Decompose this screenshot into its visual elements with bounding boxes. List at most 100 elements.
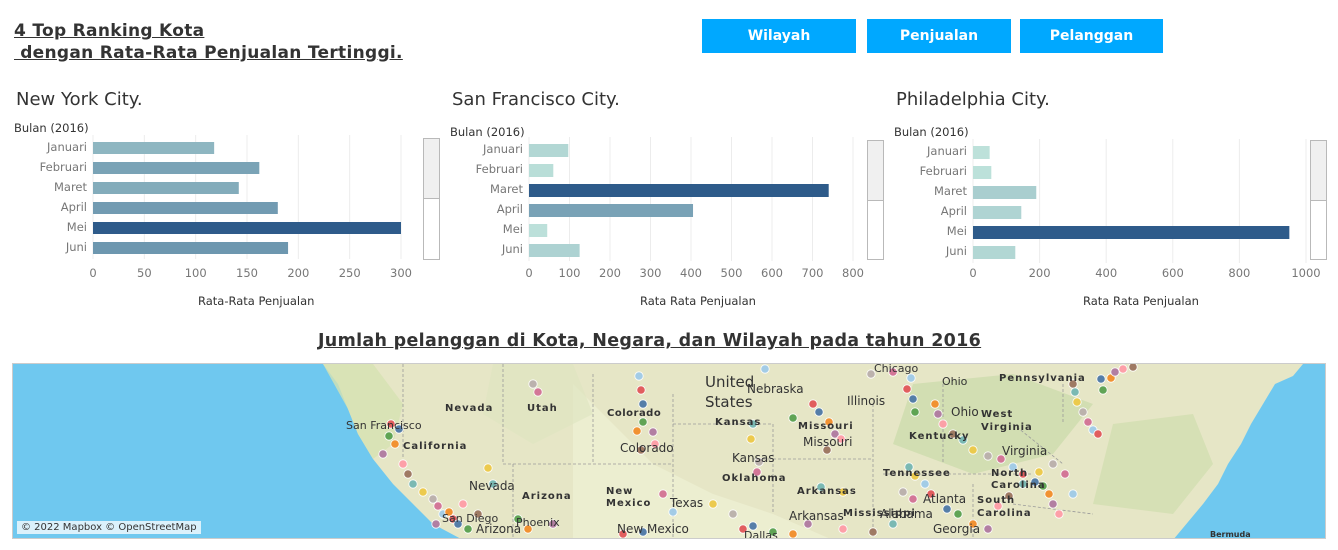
customer-marker: [983, 524, 993, 534]
map-label-california: California: [403, 441, 468, 452]
x-tick-label: 300: [640, 266, 662, 280]
map-label-ohio-state: Ohio: [942, 375, 968, 388]
scrollbar[interactable]: [1310, 140, 1327, 260]
scrollbar-thumb[interactable]: [868, 141, 883, 201]
customer-marker: [838, 487, 848, 497]
x-tick-label: 1000: [1291, 266, 1320, 280]
pelanggan-button[interactable]: Pelanggan: [1020, 19, 1163, 53]
map-label-arkansas-state: Arkansas: [797, 486, 857, 497]
category-label: April: [61, 200, 87, 214]
customer-marker: [636, 445, 646, 455]
map-label-colorado-state: Colorado: [607, 408, 662, 419]
map-label-san-diego: San Diego: [442, 512, 499, 525]
customer-marker: [968, 445, 978, 455]
customer-marker: [816, 482, 826, 492]
bar: [529, 224, 548, 237]
bar: [93, 142, 215, 154]
map-label-georgia: Georgia: [933, 522, 981, 536]
customer-marker: [738, 524, 748, 534]
bar: [973, 206, 1022, 219]
customer-marker: [1018, 469, 1028, 479]
category-label: Juni: [945, 244, 967, 258]
customer-marker: [668, 507, 678, 517]
customer-marker: [1054, 509, 1064, 519]
customer-marker: [958, 435, 968, 445]
customer-marker: [822, 445, 832, 455]
customer-marker: [650, 439, 660, 449]
chart-san-francisco: San Francisco City. Bulan (2016) 0 100 200…: [436, 84, 886, 314]
customer-marker: [408, 479, 418, 489]
customer-marker: [1038, 481, 1048, 491]
customer-marker: [920, 479, 930, 489]
x-tick-label: 200: [1029, 266, 1051, 280]
scrollbar[interactable]: [867, 140, 884, 260]
customer-marker: [384, 431, 394, 441]
customer-marker: [888, 367, 898, 377]
bar: [529, 244, 580, 257]
map-label-dallas: Dallas: [744, 529, 778, 539]
category-label: April: [497, 202, 523, 216]
map-label-bermuda: Bermuda: [1210, 530, 1251, 539]
customer-marker: [398, 459, 408, 469]
customer-marker: [902, 384, 912, 394]
map-label-chicago: Chicago: [874, 363, 919, 375]
gridlines: [92, 135, 402, 259]
category-label: Maret: [54, 180, 88, 194]
map-label-nevada: Nevada: [445, 403, 494, 414]
category-label: Januari: [482, 142, 523, 156]
customer-marker: [513, 514, 523, 524]
wilayah-button[interactable]: Wilayah: [702, 19, 856, 53]
bar: [529, 184, 829, 197]
customer-marker: [746, 434, 756, 444]
customer-marker: [708, 499, 718, 509]
map-label-west-virginia: West Virginia: [981, 409, 1033, 433]
map-label-pennsylvania: Pennsylvania: [999, 373, 1086, 384]
customer-marker: [910, 471, 920, 481]
map-label-arizona-state: Arizona: [522, 491, 572, 502]
customer-marker: [636, 385, 646, 395]
category-label: Juni: [65, 240, 87, 254]
penjualan-button[interactable]: Penjualan: [867, 19, 1011, 53]
customer-map[interactable]: United States Nebraska Nevada Utah Color…: [12, 363, 1326, 539]
map-label-utah: Utah: [527, 403, 558, 414]
customer-marker: [488, 479, 498, 489]
customer-marker: [898, 487, 908, 497]
scrollbar-thumb[interactable]: [1311, 141, 1326, 201]
scrollbar-thumb[interactable]: [424, 139, 439, 199]
chart-title: New York City.: [16, 89, 143, 110]
customer-marker: [1070, 387, 1080, 397]
customer-markers: [378, 364, 1138, 538]
map-label-kansas-city: Kansas: [732, 451, 775, 465]
x-tick-label: 700: [802, 266, 824, 280]
map-label-north-carolina: North Carolina: [991, 468, 1046, 491]
map-label-kentucky: Kentucky: [909, 431, 970, 442]
category-header: Bulan (2016): [14, 121, 89, 135]
map-attribution[interactable]: © 2022 Mapbox © OpenStreetMap: [17, 521, 201, 534]
customer-marker: [910, 407, 920, 417]
customer-marker: [1008, 462, 1018, 472]
x-tick-label: 150: [236, 266, 258, 280]
bar: [529, 164, 554, 177]
customer-marker: [942, 504, 952, 514]
scrollbar[interactable]: [423, 138, 440, 260]
customer-marker: [814, 407, 824, 417]
map-label-south-carolina: South Carolina: [977, 495, 1032, 519]
customer-marker: [528, 379, 538, 389]
x-tick-label: 400: [1095, 266, 1117, 280]
map-label-san-francisco: San Francisco: [346, 419, 422, 432]
map-label-nevada-city: Nevada: [469, 479, 515, 493]
map-label-texas: Texas: [670, 496, 704, 510]
category-label: Mei: [503, 222, 523, 236]
customer-marker: [1078, 407, 1088, 417]
map-label-tennessee: Tennessee: [883, 468, 951, 479]
bar-chart-svg: 0 100 200 300 400 500 600 700 800 Januari Februari…: [476, 137, 864, 280]
category-label: April: [941, 204, 967, 218]
customer-marker: [428, 494, 438, 504]
chart-philadelphia: Philadelphia City. Bulan (2016) 0 200 400 6…: [880, 84, 1330, 314]
customer-marker: [754, 457, 764, 467]
customer-marker: [868, 527, 878, 537]
customer-marker: [1034, 467, 1044, 477]
customer-marker: [904, 462, 914, 472]
map-label-oklahoma: Oklahoma: [722, 473, 787, 484]
customer-marker: [830, 429, 840, 439]
